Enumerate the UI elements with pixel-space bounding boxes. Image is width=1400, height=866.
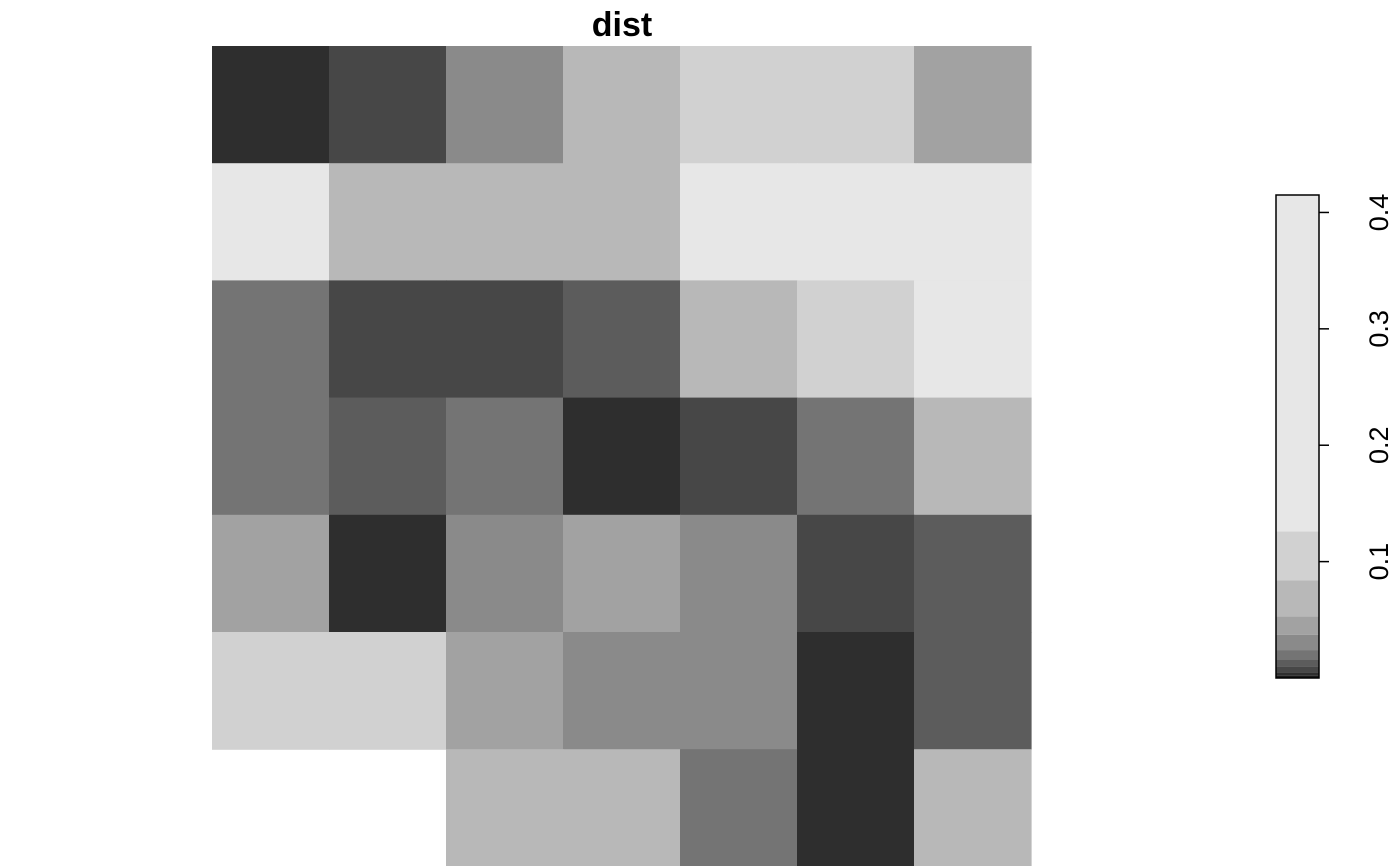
heatmap-cell [797, 397, 915, 516]
heatmap-cell [797, 749, 915, 866]
heatmap-cell [446, 514, 564, 633]
heatmap-cell [680, 397, 798, 516]
heatmap-cell [680, 749, 798, 866]
heatmap-cell [914, 46, 1032, 164]
heatmap-cell [563, 749, 681, 866]
heatmap-cell [329, 632, 447, 750]
legend-frame [1275, 194, 1320, 679]
heatmap-cell [446, 46, 564, 164]
heatmap-cell [797, 163, 915, 281]
heatmap-cell [914, 280, 1032, 399]
heatmap-cell [680, 46, 798, 164]
heatmap-cell [212, 397, 330, 516]
legend-color-bin [1276, 616, 1319, 635]
heatmap-cell [212, 280, 330, 399]
heatmap-cell [212, 514, 330, 633]
legend-axis: 0.1 0.2 0.3 0.4 [1319, 194, 1394, 581]
heatmap-cell [797, 514, 915, 633]
heatmap-cell [329, 280, 447, 399]
heatmap-cell [329, 397, 447, 516]
legend-tick-label: 0.1 [1364, 543, 1394, 581]
heatmap-cell [797, 46, 915, 164]
heatmap-cell [446, 749, 564, 866]
legend-tick-label: 0.4 [1364, 194, 1394, 232]
legend-color-bin [1276, 675, 1319, 678]
legend-color-bin [1276, 650, 1319, 660]
heatmap-grid [212, 46, 1032, 866]
heatmap-cell [446, 280, 564, 399]
heatmap-cell [563, 397, 681, 516]
legend-color-bin [1276, 580, 1319, 617]
heatmap-cell [212, 632, 330, 750]
heatmap-cell [914, 397, 1032, 516]
heatmap-cell [563, 163, 681, 281]
heatmap-cell [680, 514, 798, 633]
heatmap-cell [914, 514, 1032, 633]
heatmap-cell [914, 749, 1032, 866]
heatmap-cell [446, 632, 564, 750]
heatmap-cell [446, 397, 564, 516]
legend-color-bar [1276, 195, 1319, 678]
heatmap-cell [563, 280, 681, 399]
legend-color-bin [1276, 195, 1319, 532]
heatmap-cell [329, 163, 447, 281]
color-legend: 0.1 0.2 0.3 0.4 [1275, 194, 1394, 679]
heatmap-cell [212, 163, 330, 281]
legend-color-bin [1276, 672, 1319, 676]
heatmap-cell [329, 514, 447, 633]
heatmap-cell [914, 163, 1032, 281]
heatmap-cell [212, 46, 330, 164]
heatmap-cell [680, 632, 798, 750]
legend-tick-label: 0.3 [1364, 310, 1394, 348]
chart-title: dist [592, 6, 652, 44]
heatmap-cell [680, 280, 798, 399]
legend-color-bin [1276, 659, 1319, 667]
heatmap-cell [797, 280, 915, 399]
heatmap-cell [563, 632, 681, 750]
legend-color-bin [1276, 634, 1319, 651]
heatmap-cell [680, 163, 798, 281]
legend-color-bin [1276, 666, 1319, 673]
legend-tick-label: 0.2 [1364, 426, 1394, 464]
heatmap-cell [563, 46, 681, 164]
heatmap-cell [446, 163, 564, 281]
heatmap-cell [563, 514, 681, 633]
heatmap-cell [914, 632, 1032, 750]
heatmap-cell [797, 632, 915, 750]
legend-color-bin [1276, 531, 1319, 581]
heatmap-cell [329, 46, 447, 164]
